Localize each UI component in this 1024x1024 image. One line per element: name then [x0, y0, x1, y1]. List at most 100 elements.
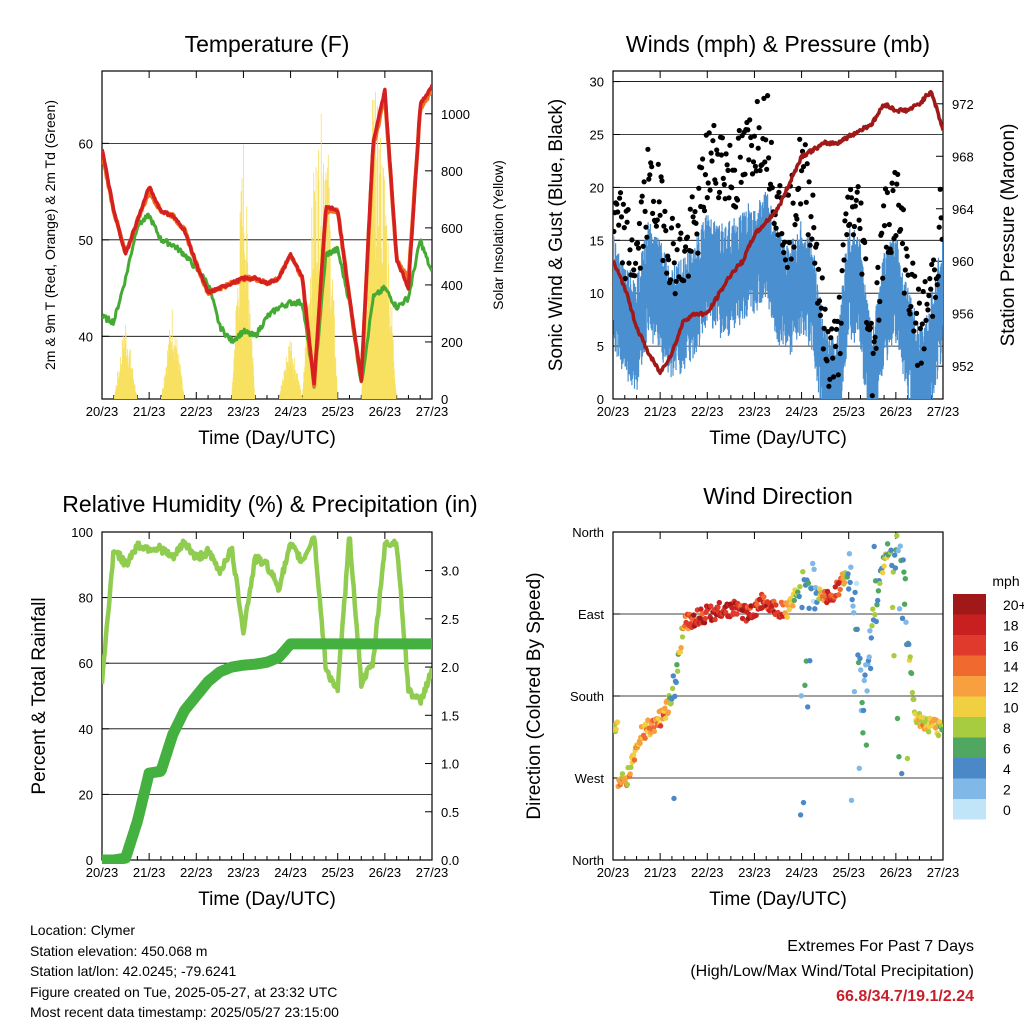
gust-point	[904, 253, 910, 259]
gust-point	[837, 350, 843, 357]
gust-point	[773, 225, 779, 231]
gust-point	[830, 355, 836, 361]
direction-point	[805, 704, 811, 710]
gust-point	[663, 228, 669, 234]
direction-point	[810, 560, 816, 567]
gust-point	[709, 158, 715, 164]
gust-point	[750, 159, 757, 165]
gust-point	[807, 242, 813, 248]
y-tick-label: 0	[597, 392, 604, 407]
gust-point	[871, 339, 877, 345]
gust-point	[619, 260, 626, 266]
direction-point	[860, 730, 866, 736]
gust-point	[844, 232, 850, 238]
gust-point	[615, 209, 621, 215]
y2-tick-label: 200	[441, 335, 463, 350]
gust-point	[614, 201, 620, 207]
gust-point	[713, 180, 719, 186]
gust-point	[627, 247, 633, 253]
gust-point	[702, 172, 709, 178]
legend-label: 6	[1003, 741, 1011, 757]
gust-point	[850, 232, 857, 238]
gust-point	[853, 197, 859, 203]
pressure-series	[613, 89, 943, 376]
gust-point	[617, 190, 624, 196]
gust-point	[766, 155, 772, 161]
gust-point	[657, 212, 663, 218]
gust-point	[725, 167, 731, 173]
direction-point	[734, 611, 740, 617]
y-tick-label: 25	[590, 127, 604, 142]
gust-point	[681, 278, 687, 284]
direction-point	[867, 628, 873, 634]
direction-point	[697, 615, 703, 621]
x-tick-label: 27/23	[927, 404, 960, 419]
x-tick-label: 23/23	[738, 865, 771, 880]
gust-point	[644, 234, 650, 240]
gust-point	[873, 345, 879, 351]
legend-swatch	[953, 758, 986, 779]
gust-point	[918, 360, 924, 366]
y2-tick-label: 1.5	[441, 708, 459, 723]
x-tick-label: 24/23	[274, 404, 307, 419]
direction-point	[796, 593, 802, 600]
gust-point	[736, 127, 742, 134]
gust-point	[613, 228, 617, 235]
gust-point	[914, 310, 920, 316]
info-elevation: Station elevation: 450.068 m	[30, 942, 208, 959]
legend-label: 18	[1003, 618, 1019, 634]
x-tick-label: 22/23	[691, 404, 724, 419]
direction-point	[880, 570, 886, 576]
direction-point	[845, 571, 851, 577]
gust-point	[855, 184, 861, 190]
x-tick-label: 27/23	[416, 865, 449, 880]
gust-point	[872, 334, 878, 340]
direction-point	[614, 719, 621, 725]
y-tick-label: North	[572, 525, 604, 540]
direction-point	[852, 589, 858, 596]
x-tick-label: 22/23	[180, 865, 213, 880]
x-tick-label: 23/23	[227, 865, 260, 880]
gust-point	[893, 233, 899, 239]
gust-point	[629, 237, 635, 243]
direction-point	[797, 812, 804, 818]
direction-point	[702, 615, 708, 622]
direction-ylabel-left: Direction (Colored By Speed)	[524, 572, 545, 819]
gust-point	[782, 257, 789, 263]
x-tick-label: 24/23	[785, 404, 818, 419]
direction-point	[868, 635, 874, 641]
gust-point	[753, 168, 759, 174]
direction-point	[670, 673, 676, 679]
direction-point	[895, 548, 901, 554]
direction-point	[708, 603, 714, 609]
gust-point	[810, 192, 816, 198]
gust-point	[754, 98, 760, 105]
direction-point	[899, 770, 905, 777]
direction-point	[870, 606, 876, 612]
extremes-box: Extremes For Past 7 Days (High/Low/Max W…	[690, 934, 974, 1009]
direction-point	[908, 670, 915, 677]
gust-point	[926, 293, 932, 299]
gust-point	[857, 225, 863, 232]
gust-point	[641, 179, 647, 185]
gust-point	[890, 187, 896, 194]
y-tick-label: 5	[597, 339, 604, 354]
gust-point	[735, 135, 742, 141]
gust-point	[901, 290, 907, 296]
direction-point	[907, 654, 913, 660]
humidity-title: Relative Humidity (%) & Precipitation (i…	[62, 491, 477, 517]
gust-point	[900, 207, 907, 213]
gust-point	[881, 203, 887, 209]
direction-point	[935, 732, 942, 739]
gust-series	[613, 93, 943, 399]
gust-point	[822, 306, 828, 312]
direction-point	[677, 649, 684, 655]
gust-point	[696, 185, 702, 191]
y-tick-label: 100	[71, 525, 93, 540]
gust-point	[721, 181, 727, 188]
gust-point	[835, 372, 841, 378]
gust-point	[851, 223, 858, 230]
gust-point	[756, 125, 762, 131]
gust-point	[827, 376, 833, 382]
gust-point	[912, 273, 918, 279]
